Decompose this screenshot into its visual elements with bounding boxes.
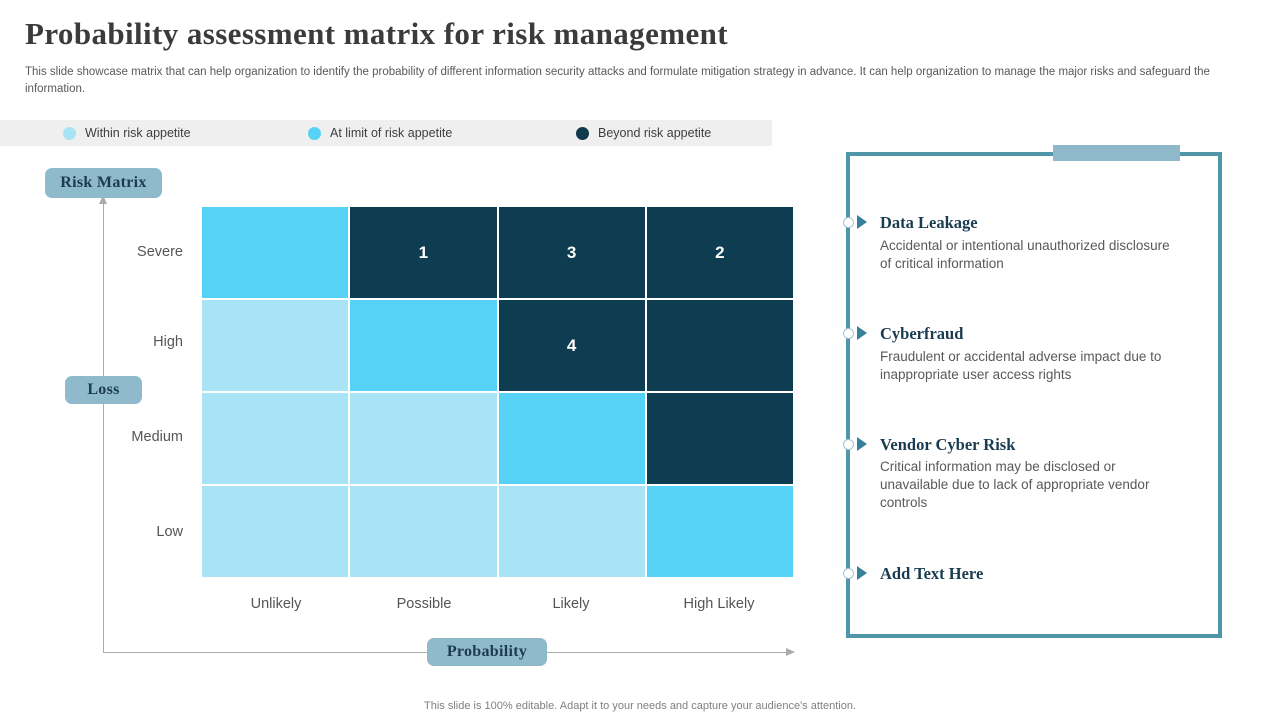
- matrix-cell: 4: [498, 300, 645, 391]
- bullet-circle-icon: [843, 439, 854, 450]
- matrix-cell: [498, 393, 645, 484]
- legend: Within risk appetite At limit of risk ap…: [0, 120, 772, 146]
- triangle-bullet-icon: [857, 215, 867, 229]
- legend-item-beyond: Beyond risk appetite: [576, 120, 711, 146]
- triangle-bullet-icon: [857, 437, 867, 451]
- col-label-possible: Possible: [396, 596, 452, 612]
- risk-matrix-chip[interactable]: Risk Matrix: [45, 168, 162, 198]
- matrix-cell: 1: [350, 207, 497, 298]
- col-label-unlikely: Unlikely: [250, 596, 302, 612]
- legend-dot-within-icon: [63, 126, 76, 140]
- matrix-cell: [646, 393, 793, 484]
- matrix-cell: [646, 300, 793, 391]
- risk-item-title-vendor-cyber-risk: Vendor Cyber Risk: [880, 435, 1016, 454]
- col-label-likely: Likely: [552, 596, 590, 612]
- legend-label-beyond: Beyond risk appetite: [598, 126, 712, 140]
- matrix-cell: [202, 486, 349, 577]
- row-label-medium: Medium: [131, 429, 183, 445]
- legend-label-at-limit: At limit of risk appetite: [330, 126, 453, 140]
- risk-matrix-grid: 1 3 2 4: [202, 207, 793, 577]
- legend-item-at-limit: At limit of risk appetite: [308, 120, 452, 146]
- probability-axis-chip[interactable]: Probability: [427, 638, 547, 666]
- matrix-cell: [202, 393, 349, 484]
- matrix-cell: 2: [646, 207, 793, 298]
- risk-item-title-cyberfraud: Cyberfraud: [880, 324, 964, 343]
- bullet-circle-icon: [843, 217, 854, 228]
- risk-item-title-add-text-here[interactable]: Add Text Here: [880, 564, 984, 583]
- y-axis-line: [103, 203, 104, 653]
- slide-subtitle: This slide showcase matrix that can help…: [25, 66, 1210, 96]
- legend-label-within: Within risk appetite: [85, 126, 191, 140]
- risk-item-description: Critical information may be disclosed or…: [880, 459, 1150, 511]
- row-label-severe: Severe: [137, 244, 183, 260]
- bullet-circle-icon: [843, 328, 854, 339]
- slide-footer-note: This slide is 100% editable. Adapt it to…: [424, 700, 856, 712]
- x-axis-arrowhead-icon: [786, 648, 795, 656]
- matrix-cell: [350, 300, 497, 391]
- risk-item-title-data-leakage: Data Leakage: [880, 213, 978, 232]
- risk-item-description: Accidental or intentional unauthorized d…: [880, 238, 1170, 272]
- legend-dot-at-limit-icon: [308, 126, 321, 140]
- triangle-bullet-icon: [857, 566, 867, 580]
- matrix-cell: [646, 486, 793, 577]
- y-axis-arrowhead-icon: [99, 195, 107, 204]
- matrix-cell: [498, 486, 645, 577]
- matrix-cell: [202, 207, 349, 298]
- risk-item-description: Fraudulent or accidental adverse impact …: [880, 349, 1162, 383]
- matrix-cell: [350, 486, 497, 577]
- risk-descriptions-panel: [846, 152, 1222, 638]
- loss-axis-chip[interactable]: Loss: [65, 376, 142, 404]
- row-label-high: High: [153, 334, 183, 350]
- triangle-bullet-icon: [857, 326, 867, 340]
- matrix-cell: 3: [498, 207, 645, 298]
- panel-top-tab: [1053, 145, 1180, 161]
- bullet-circle-icon: [843, 568, 854, 579]
- matrix-cell: [350, 393, 497, 484]
- legend-dot-beyond-icon: [576, 126, 589, 140]
- page-title: Probability assessment matrix for risk m…: [25, 16, 728, 51]
- legend-item-within: Within risk appetite: [63, 120, 191, 146]
- matrix-cell: [202, 300, 349, 391]
- row-label-low: Low: [156, 524, 183, 540]
- col-label-high-likely: High Likely: [683, 596, 755, 612]
